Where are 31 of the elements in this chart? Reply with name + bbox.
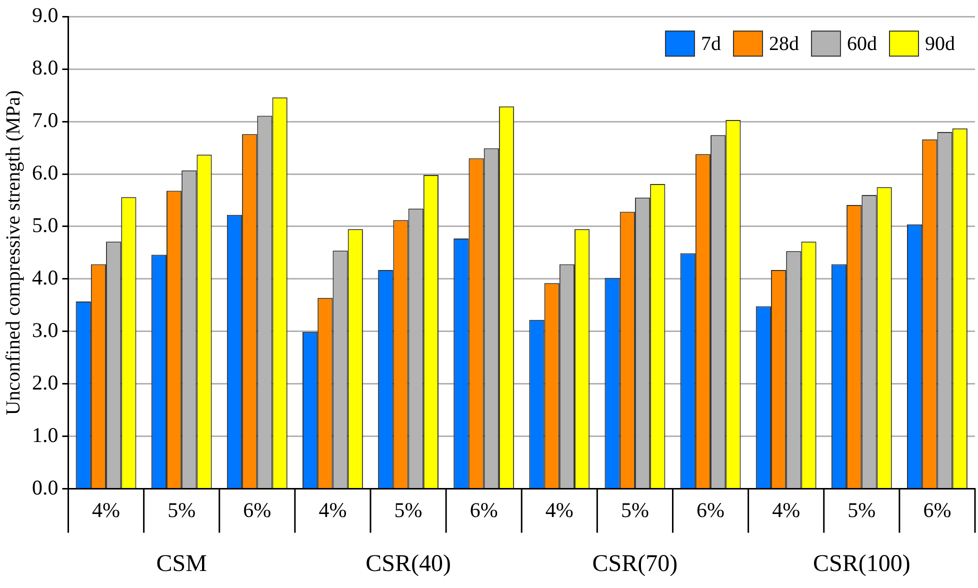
y-tick-label: 6.0	[32, 160, 58, 185]
y-tick-label: 2.0	[32, 370, 58, 394]
y-tick-label: 8.0	[32, 56, 58, 80]
legend-label: 60d	[847, 32, 877, 55]
legend-label: 90d	[925, 32, 955, 55]
x-tick-label: 6%	[470, 498, 498, 522]
y-tick-label: 0.0	[32, 475, 58, 500]
y-tick-label: 4.0	[32, 265, 58, 290]
x-tick-label: 4%	[772, 498, 800, 522]
legend-label: 28d	[769, 32, 799, 55]
x-tick-label: 6%	[243, 498, 272, 522]
x-tick-label: 5%	[394, 498, 422, 522]
text: CSR(70)	[592, 551, 678, 578]
y-tick-label: 7.0	[32, 108, 58, 132]
x-tick-label: 5%	[620, 498, 649, 522]
text: CSR(100)	[812, 551, 910, 578]
x-tick-label: 5%	[168, 498, 196, 522]
y-tick-label: 9.0	[32, 3, 58, 28]
x-tick-label: 5%	[848, 498, 876, 522]
y-tick-label: 3.0	[32, 318, 58, 342]
legend-label: 7d	[701, 32, 721, 55]
x-tick-label: 4%	[318, 498, 347, 522]
text: CSR(40)	[366, 551, 451, 578]
x-tick-label: 4%	[92, 498, 120, 522]
y-tick-label: 1.0	[32, 422, 58, 447]
y-axis-title: Unconfined compressive strength (MPa)	[2, 90, 24, 416]
text: CSM	[156, 551, 207, 578]
x-tick-label: 6%	[696, 498, 725, 522]
x-tick-label: 6%	[923, 498, 952, 522]
x-tick-label: 4%	[545, 498, 574, 522]
y-tick-label: 5.0	[32, 212, 58, 237]
